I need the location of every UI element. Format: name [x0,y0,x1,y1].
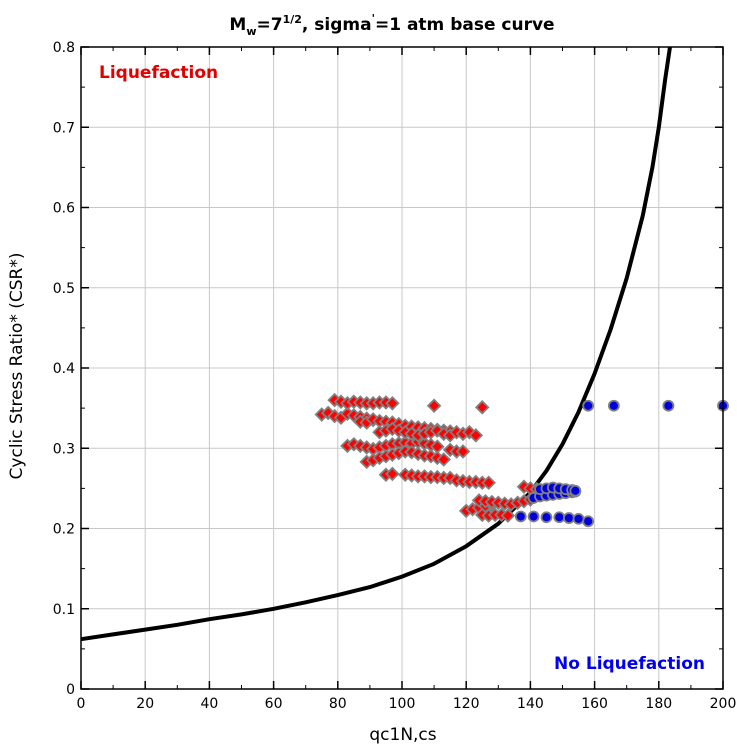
x-tick-label: 100 [389,696,416,712]
y-tick-label: 0.3 [53,441,75,457]
x-axis-title: qc1N,cs [369,725,436,745]
liquefaction-point [385,466,400,482]
y-tick-label: 0.4 [53,361,75,377]
x-tick-label: 40 [200,696,218,712]
no-liquefaction-point [607,399,620,412]
y-tick-label: 0 [66,682,75,698]
liquefaction-annotation: Liquefaction [99,63,218,83]
no-liquefaction-point [553,511,566,524]
title-subscript: w [246,25,256,38]
no-liquefaction-point [563,512,575,524]
liquefaction-point [385,396,400,411]
no-liquefaction-point [572,512,585,525]
base-curve-line [80,46,672,642]
chart-title: Mw=71/2, sigma'=1 atm base curve [229,12,554,38]
x-tick-label: 140 [517,696,544,712]
x-tick-label: 80 [329,696,347,712]
title-equals: =7 [257,15,283,35]
liquefaction-point [500,508,516,523]
curve-layer [80,46,672,642]
no-liquefaction-point [514,510,527,523]
x-tick-label: 200 [710,696,737,712]
title-prime: ' [372,12,375,25]
no-liquefaction-point [582,515,595,528]
no-liquefaction-point [662,399,675,412]
points-layer [314,392,729,528]
liquefaction-point [468,428,484,443]
title-rest: , sigma [302,15,372,35]
no-liquefaction-point [527,510,540,523]
y-tick-label: 0.2 [53,522,75,538]
x-tick-label: 180 [645,696,672,712]
tick-labels: 0 20 40 60 80 100 120 140 160 180 200 0 0.1 0.2 0.3 0.4… [53,40,737,712]
liquefaction-point [455,444,471,459]
title-superscript: 1/2 [283,13,302,26]
y-tick-label: 0.7 [53,120,75,136]
no-liquefaction-point [569,484,582,497]
title-end: =1 atm base curve [375,15,555,35]
liquefaction-point [426,398,442,413]
liquefaction-point [436,452,452,467]
no-liquefaction-point [540,511,553,524]
x-tick-label: 160 [581,696,608,712]
no-liquefaction-point [582,399,595,412]
y-axis-title: Cyclic Stress Ratio* (CSR*) [7,253,27,480]
no-liquefaction-annotation: No Liquefaction [554,654,705,674]
y-tick-label: 0.1 [53,602,75,618]
y-tick-label: 0.6 [53,201,75,217]
x-tick-label: 60 [265,696,283,712]
y-tick-label: 0.8 [53,40,75,56]
ticks [80,46,724,690]
x-tick-label: 0 [77,696,86,712]
x-tick-label: 120 [453,696,480,712]
x-tick-label: 20 [136,696,154,712]
title-main: M [229,15,246,35]
liquefaction-point [474,400,490,415]
y-tick-label: 0.5 [53,281,75,297]
liquefaction-point [481,475,496,491]
